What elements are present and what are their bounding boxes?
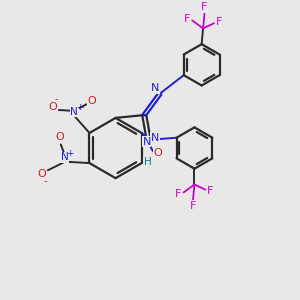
- Text: -: -: [43, 176, 47, 186]
- Text: F: F: [190, 201, 196, 211]
- Text: F: F: [175, 189, 182, 199]
- Text: N: N: [142, 137, 151, 147]
- Text: F: F: [201, 2, 208, 12]
- Text: F: F: [184, 14, 190, 24]
- Text: +: +: [67, 148, 74, 158]
- Text: O: O: [38, 169, 46, 179]
- Text: +: +: [76, 103, 84, 112]
- Text: H: H: [144, 157, 152, 167]
- Text: N: N: [151, 83, 159, 93]
- Text: N: N: [61, 152, 68, 162]
- Text: O: O: [55, 132, 64, 142]
- Text: N: N: [151, 133, 159, 143]
- Text: O: O: [154, 148, 163, 158]
- Text: O: O: [87, 96, 96, 106]
- Text: F: F: [207, 186, 214, 196]
- Text: -: -: [55, 94, 58, 104]
- Text: F: F: [216, 17, 222, 27]
- Text: O: O: [49, 102, 57, 112]
- Text: N: N: [70, 107, 78, 117]
